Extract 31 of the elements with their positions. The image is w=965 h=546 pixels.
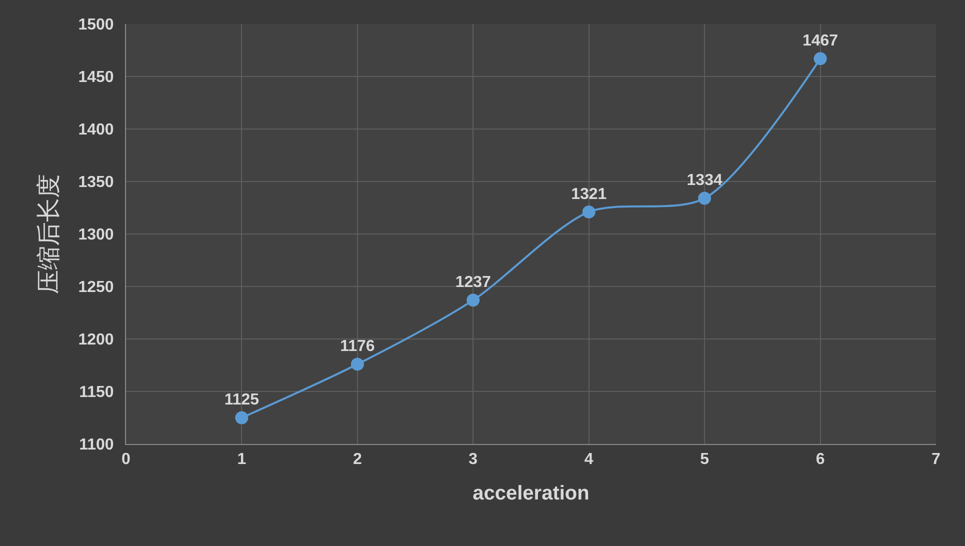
data-label: 1176: [340, 338, 375, 356]
y-tick-label: 1500: [78, 16, 114, 34]
point: [582, 205, 596, 218]
x-tick-label: 3: [468, 451, 478, 468]
x-axis-title: acceleration: [472, 482, 590, 505]
x-tick-label: 7: [932, 451, 941, 468]
data-label: 1321: [571, 186, 607, 203]
y-tick-label: 1250: [78, 279, 114, 296]
y-axis-title: 压缩后长度: [34, 174, 62, 294]
x-tick-label: 4: [584, 451, 594, 468]
data-label: 1334: [686, 172, 722, 190]
y-tick-label: 1450: [78, 69, 114, 86]
y-tick-label: 1200: [78, 332, 114, 349]
y-tick-label: 1100: [79, 436, 114, 454]
x-tick-label: 0: [122, 451, 131, 468]
point: [814, 52, 827, 66]
y-tick-label: 1300: [78, 226, 114, 244]
y-tick-label: 1150: [79, 384, 114, 402]
data-label: 1125: [224, 392, 260, 409]
point: [698, 192, 712, 205]
x-tick-label: 1: [237, 451, 246, 468]
x-tick-label: 2: [352, 451, 362, 468]
y-tick-label: 1350: [78, 174, 114, 192]
data-label: 1237: [455, 274, 492, 292]
point: [466, 294, 480, 307]
x-tick-label: 6: [816, 451, 825, 468]
data-label: 1467: [802, 32, 838, 50]
x-tick-label: 5: [700, 451, 710, 468]
y-tick-label: 1400: [78, 122, 114, 139]
point: [350, 358, 364, 371]
point: [235, 411, 248, 424]
